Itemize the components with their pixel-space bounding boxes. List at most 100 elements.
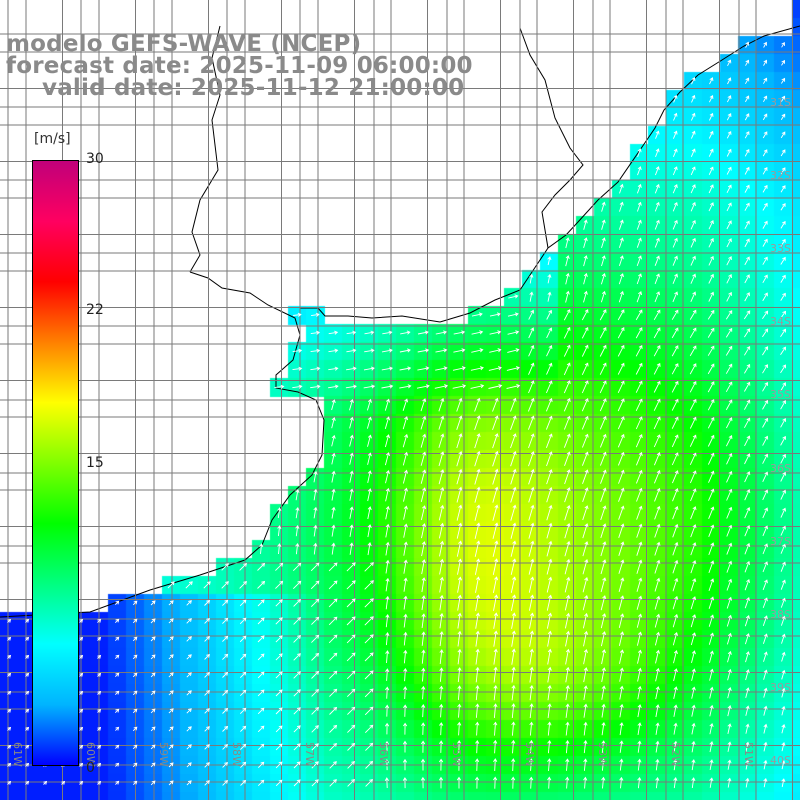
wind-arrow [763,705,768,716]
wind-arrow [763,95,768,103]
wind-arrow [637,776,642,789]
wind-arrow [762,399,769,410]
wind-arrow [132,672,138,678]
wind-arrow [780,453,787,464]
coastline [0,25,800,618]
wind-arrow [328,670,338,680]
wind-arrow [457,703,462,718]
wind-arrow [781,687,786,698]
wind-arrow [655,130,660,139]
wind-arrow [745,741,750,752]
wind-arrow [313,470,318,483]
wind-arrow [601,685,606,700]
wind-arrow [222,653,229,660]
wind-arrow [528,433,535,449]
wind-arrow [726,113,732,121]
wind-arrow [762,507,769,519]
wind-arrow [744,274,750,284]
wind-arrow [635,344,643,357]
wind-arrow [601,649,607,665]
wind-arrow [97,780,102,785]
wind-arrow [744,560,751,573]
wind-arrow [506,383,521,389]
wind-arrow [745,723,750,734]
wind-arrow [727,777,732,788]
wind-arrow [474,540,481,557]
wind-arrow [617,380,625,393]
wind-arrow [780,561,786,572]
wind-arrow [673,758,678,771]
latitude-label: 32S [770,169,791,182]
wind-arrow [259,543,264,554]
wind-arrow [421,649,426,664]
wind-arrow [79,780,84,785]
wind-arrow [565,758,570,771]
wind-arrow [331,506,336,519]
wind-arrow [185,581,193,589]
wind-arrow [529,630,535,647]
wind-arrow [507,312,519,317]
wind-arrow [636,273,642,285]
wind-arrow [511,758,516,772]
wind-arrow [744,525,751,537]
wind-arrow [727,95,732,103]
wind-arrow [510,576,517,593]
wind-arrow [417,330,429,335]
wind-arrow [150,654,156,660]
wind-arrow [186,762,192,768]
wind-arrow [691,704,696,717]
wind-arrow [331,399,336,411]
wind-arrow [311,707,319,715]
wind-arrow [275,562,284,571]
wind-arrow [384,416,391,430]
wind-arrow [708,255,714,266]
wind-arrow [275,743,283,751]
wind-arrow [457,558,463,575]
wind-arrow [381,348,393,353]
wind-arrow [708,237,714,248]
wind-arrow [475,594,481,611]
wind-arrow [365,742,374,751]
wind-arrow [780,310,786,319]
wind-arrow [763,777,768,788]
wind-arrow [475,612,480,629]
wind-arrow [635,398,643,411]
wind-arrow [493,612,499,629]
wind-arrow [510,486,517,503]
wind-arrow [97,618,102,623]
wind-arrow [582,541,589,557]
wind-arrow [762,579,768,591]
wind-arrow [781,669,786,680]
wind-arrow [439,722,444,736]
wind-arrow [762,471,769,482]
wind-arrow [600,559,607,575]
latitude-label: 38S [770,608,791,621]
wind-arrow [691,686,696,699]
wind-arrow [637,758,642,771]
wind-arrow [385,704,390,717]
wind-arrow [529,703,534,719]
wind-arrow [311,312,320,317]
wind-arrow [583,685,588,700]
wind-arrow [402,777,408,789]
wind-arrow [222,707,229,714]
wind-arrow [725,345,733,356]
wind-arrow [364,688,374,698]
wind-arrow [637,649,643,664]
wind-arrow [349,452,354,465]
wind-arrow [690,219,696,230]
wind-arrow [726,148,732,157]
wind-arrow [707,363,715,375]
wind-arrow [239,671,247,679]
wind-arrow [420,433,427,448]
wind-arrow [510,540,517,557]
longitude-label: 54W [523,742,536,767]
longitude-label: 53W [596,742,609,767]
wind-arrow [653,469,661,484]
wind-arrow [438,469,445,485]
wind-arrow [349,416,354,429]
wind-arrow [439,594,444,611]
wind-arrow [781,778,786,788]
wind-arrow [328,580,338,590]
wind-arrow [654,201,660,212]
